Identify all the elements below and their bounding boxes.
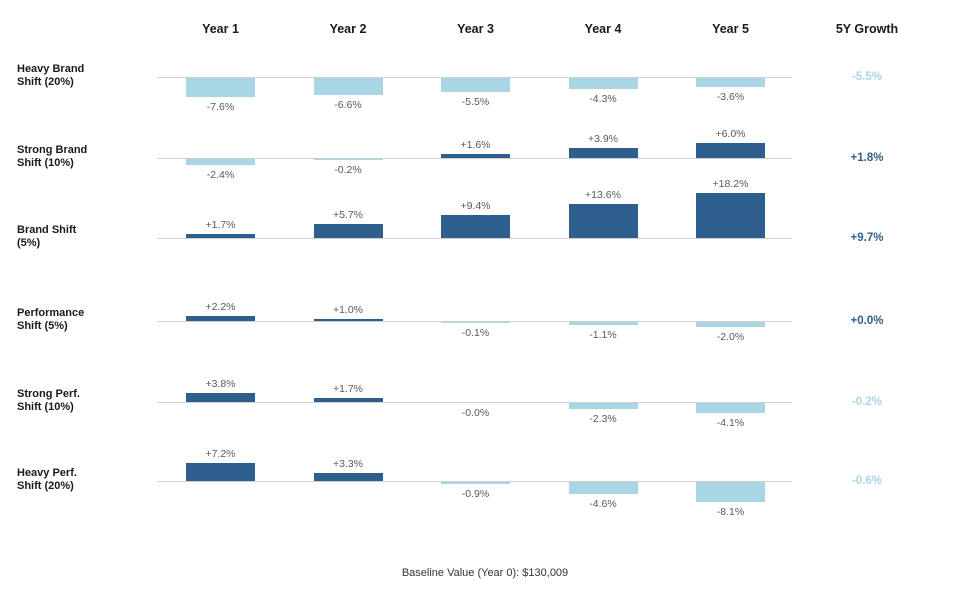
bar [568, 148, 638, 158]
row-label: Performance Shift (5%) [17, 307, 149, 333]
value-label: -2.3% [589, 412, 617, 425]
bar [186, 159, 255, 165]
row-label-line: Shift (5%) [17, 320, 68, 332]
value-label: -2.0% [716, 331, 745, 343]
bar [696, 482, 765, 503]
value-label: -1.1% [589, 328, 617, 341]
baseline-line [157, 77, 792, 78]
bar [313, 78, 383, 95]
value-label: +18.2% [712, 177, 749, 190]
bar [313, 159, 383, 160]
row-label-line: (5%) [17, 237, 41, 249]
value-label: -4.6% [589, 497, 617, 510]
value-label: -0.9% [461, 488, 490, 501]
value-label: +6.0% [715, 128, 746, 140]
value-label: +1.0% [332, 303, 364, 316]
bar [696, 78, 765, 87]
bar [441, 154, 510, 158]
row-label-line: Strong Brand [17, 144, 88, 156]
growth-value: +9.7% [850, 232, 884, 244]
baseline-line [157, 158, 792, 159]
value-label: +5.7% [332, 208, 364, 221]
bar [313, 223, 383, 238]
baseline-note: Baseline Value (Year 0): $130,009 [401, 567, 569, 579]
value-label: -0.2% [334, 164, 362, 176]
row-label: Strong Brand Shift (10%) [17, 144, 149, 170]
bar [568, 482, 638, 494]
bar [441, 78, 510, 92]
growth-value: +0.0% [850, 315, 884, 327]
growth-value: -0.2% [851, 396, 883, 408]
column-header-year: Year 3 [457, 22, 494, 36]
row-label-line: Performance [17, 307, 85, 319]
bar [696, 322, 765, 327]
row-label: Strong Perf. Shift (10%) [17, 388, 149, 414]
growth-value: -0.6% [851, 475, 883, 487]
value-label: -6.6% [334, 98, 362, 111]
row-label-line: Brand Shift [17, 224, 77, 236]
column-header-5y-growth: 5Y Growth [835, 22, 899, 36]
value-label: -0.0% [461, 407, 490, 419]
value-label: +1.7% [205, 218, 236, 231]
baseline-line [157, 402, 792, 403]
bar [568, 403, 638, 409]
value-label: +9.4% [460, 199, 491, 212]
value-label: +1.7% [332, 382, 364, 395]
bar [186, 392, 255, 402]
growth-value: +1.8% [850, 152, 884, 164]
bar [186, 463, 255, 481]
row-label: Brand Shift (5%) [17, 224, 149, 250]
value-label: +3.8% [205, 377, 236, 390]
value-label: -4.3% [589, 92, 617, 105]
value-label: -5.5% [461, 95, 490, 108]
row-label-line: Heavy Brand [17, 63, 85, 75]
growth-value: -5.5% [851, 71, 883, 83]
baseline-line [157, 321, 792, 322]
bar [186, 233, 255, 238]
row-label-line: Shift (10%) [17, 157, 74, 169]
bar [568, 322, 638, 325]
value-label: -4.1% [716, 417, 745, 430]
bar [568, 204, 638, 238]
value-label: +1.6% [460, 139, 491, 151]
value-label: -7.6% [206, 101, 235, 113]
bar [186, 315, 255, 321]
value-label: +13.6% [585, 189, 621, 201]
bar [696, 143, 765, 158]
value-label: +3.3% [332, 457, 364, 470]
value-label: -0.1% [461, 327, 490, 339]
baseline-line [157, 481, 792, 482]
row-label-line: Shift (20%) [17, 76, 74, 88]
bar [441, 214, 510, 238]
bar [441, 482, 510, 485]
value-label: +2.2% [205, 300, 236, 313]
value-label: -3.6% [716, 91, 745, 103]
row-label: Heavy Brand Shift (20%) [17, 63, 149, 89]
value-label: -2.4% [206, 169, 235, 181]
bar [441, 322, 510, 323]
baseline-line [157, 238, 792, 239]
column-header-year: Year 1 [202, 22, 239, 36]
value-label: +7.2% [205, 448, 236, 460]
row-label-line: Shift (10%) [17, 401, 74, 413]
row-label-line: Shift (20%) [17, 480, 74, 492]
bar [313, 318, 383, 321]
value-label: -8.1% [716, 506, 745, 519]
bar [313, 397, 383, 402]
value-label: +3.9% [587, 133, 619, 146]
row-label-line: Heavy Perf. [17, 467, 77, 479]
row-label-line: Strong Perf. [17, 388, 80, 400]
bar [313, 472, 383, 481]
bar [568, 78, 638, 89]
row-label: Heavy Perf. Shift (20%) [17, 467, 149, 493]
bar [696, 192, 765, 238]
bar [696, 403, 765, 414]
column-header-year: Year 2 [329, 22, 367, 36]
column-header-year: Year 4 [584, 22, 622, 36]
column-header-year: Year 5 [712, 22, 749, 36]
bar [186, 78, 255, 97]
